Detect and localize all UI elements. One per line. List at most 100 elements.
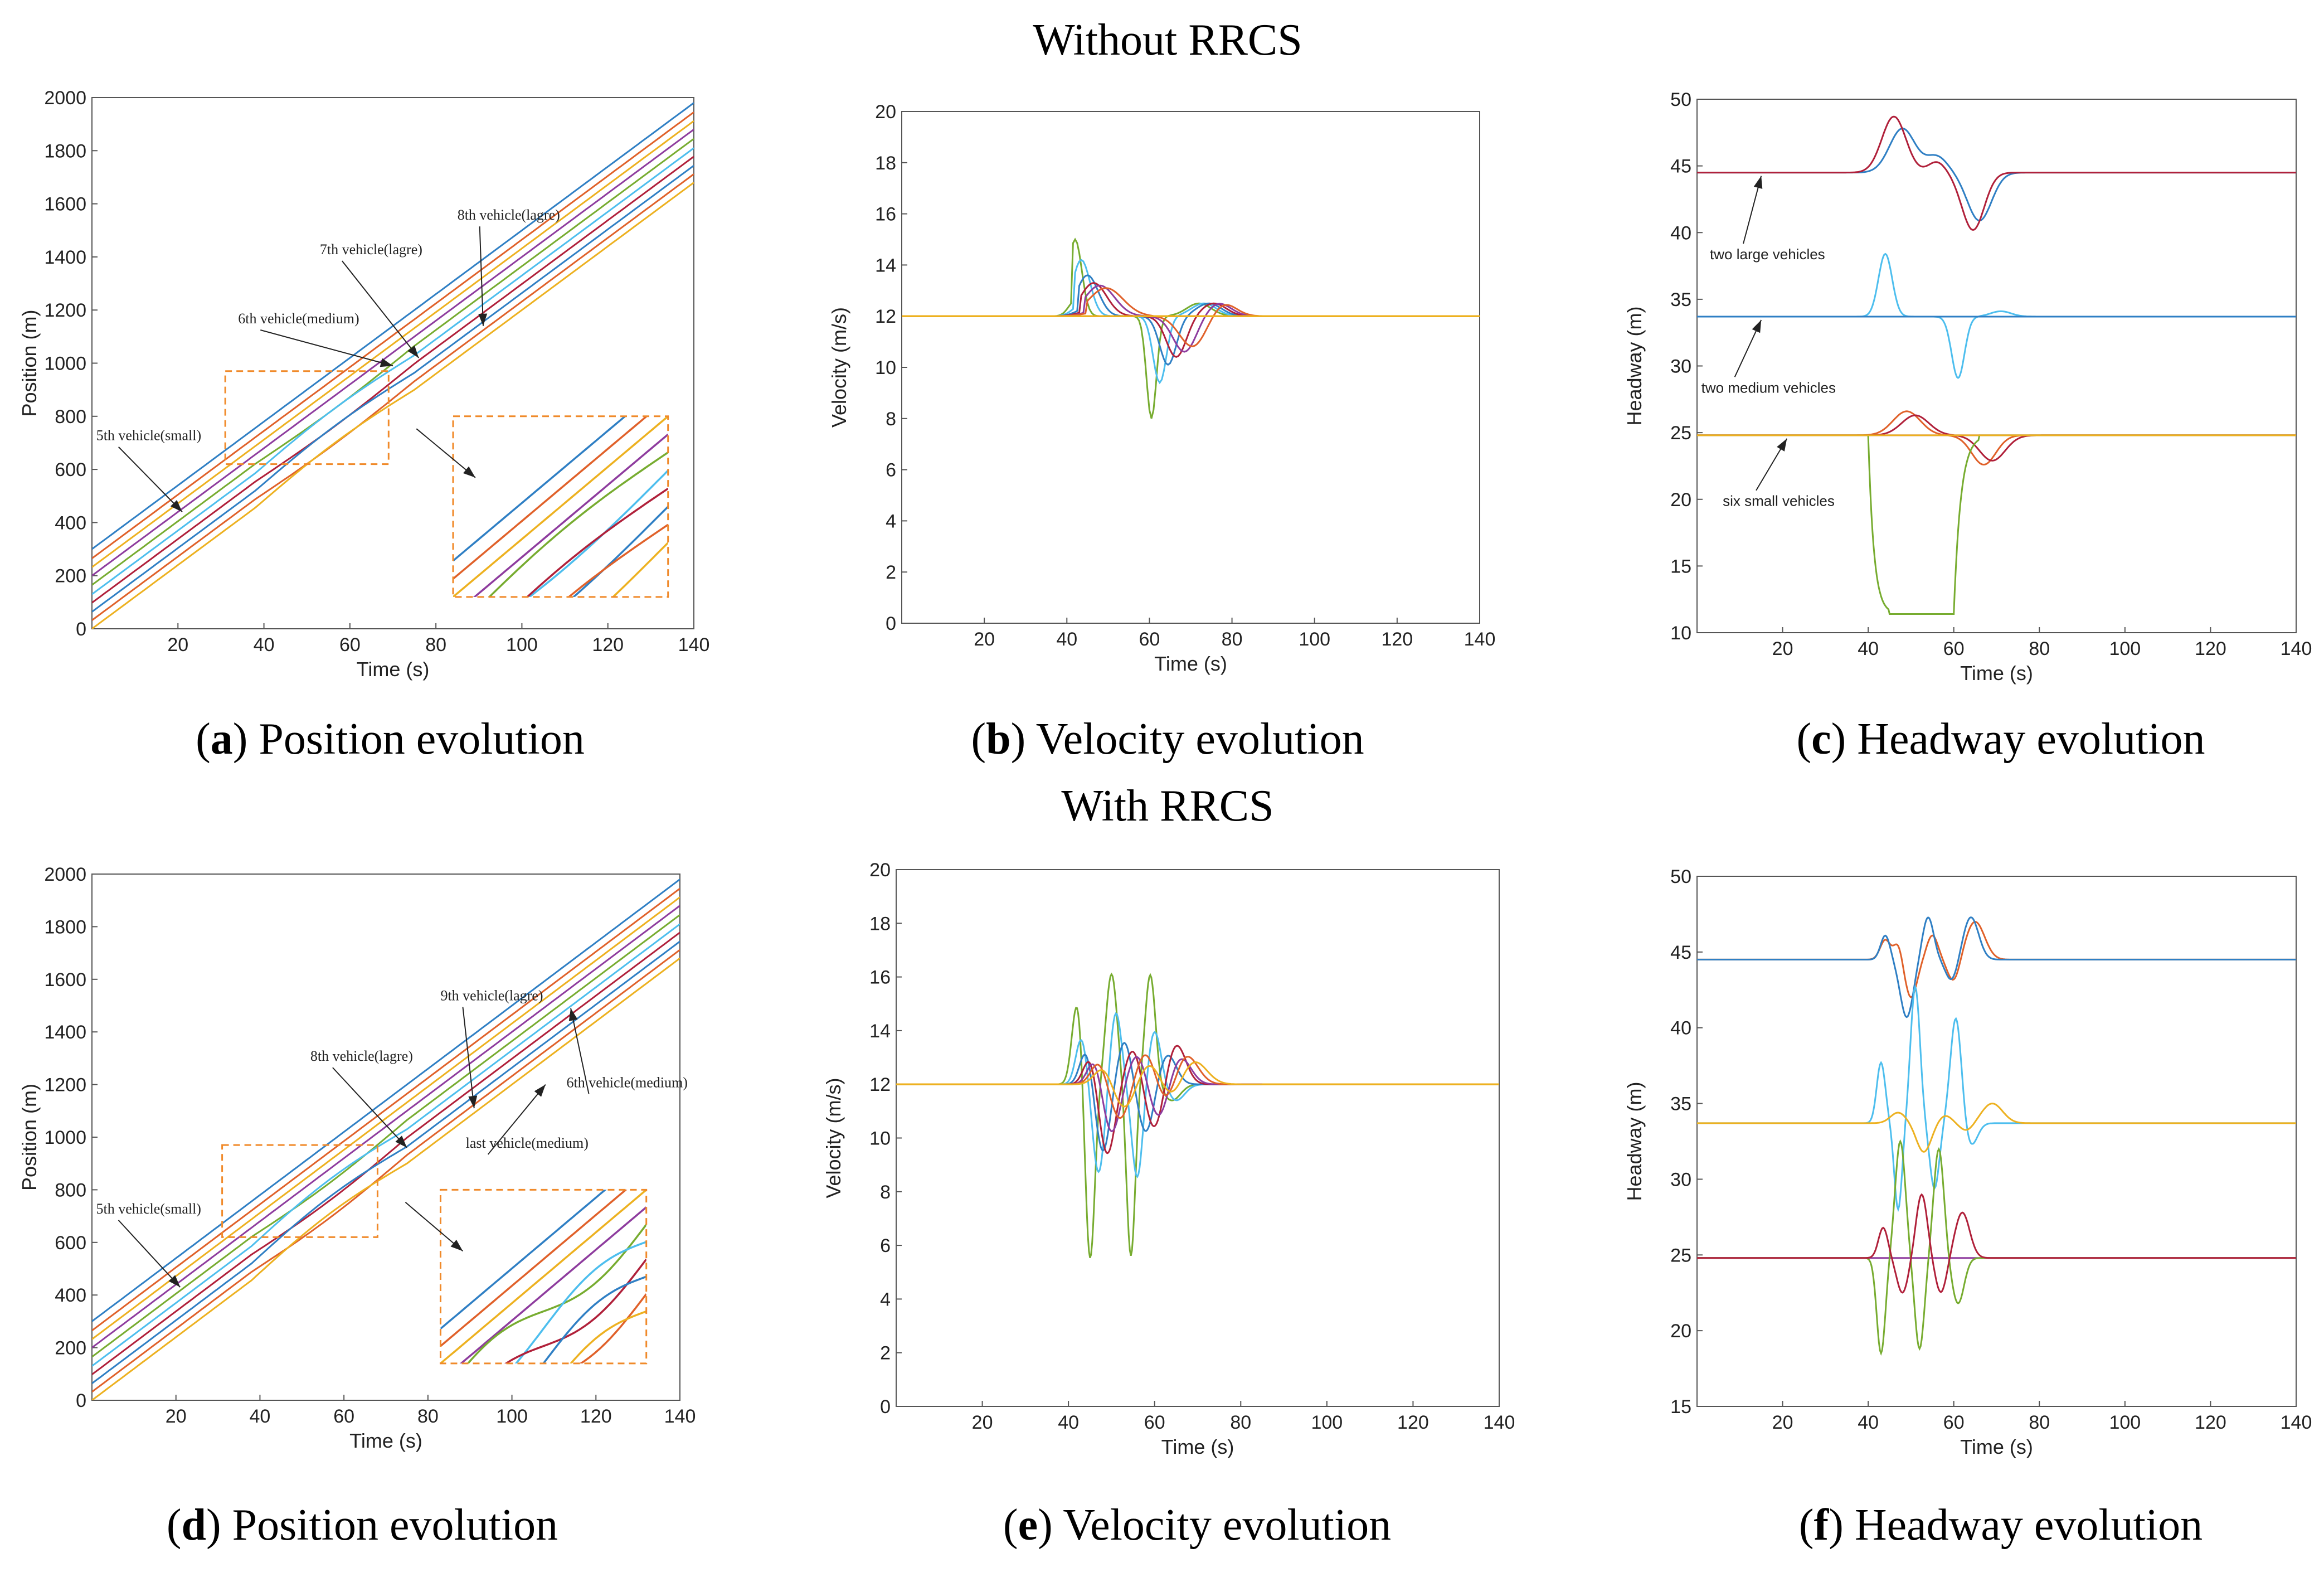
y-tick-label: 400 [55,1285,86,1306]
inset-series-line [440,1190,607,1329]
inset-series-line [572,506,668,597]
panel-caption: (c) Headway evolution [1796,715,2205,764]
x-tick-label: 20 [167,634,188,656]
y-tick-label: 45 [1670,156,1691,177]
headway-series-line [1697,1103,2296,1153]
x-tick-label: 40 [1056,629,1077,650]
panel-caption: (a) Position evolution [196,715,585,764]
annotation-arrow-line [405,1201,464,1252]
panel-c: 20 40 60 80 100 120 140 10 15 20 25 30 35 40 45 50 Time … [1623,89,2312,764]
x-tick-label: 20 [972,1412,993,1433]
caption-text: Headway evolution [1846,715,2205,764]
x-axis-label: Time (s) [349,1429,422,1452]
x-tick-label: 40 [1858,638,1879,659]
annotation-arrow-head [568,1008,578,1021]
x-tick-label: 140 [1484,1412,1515,1433]
y-tick-label: 50 [1670,866,1691,887]
inset-series-line [514,1241,646,1363]
y-tick-label: 10 [869,1128,891,1149]
inset-series-line [504,1258,646,1363]
annotation-arrow-line [462,1007,475,1109]
inset-series-line [569,1310,646,1363]
headway-series-group [1697,115,2296,615]
zoom-inset-lines [453,416,668,597]
inset-series-line [453,416,627,562]
y-tick-label: 1000 [44,353,86,375]
y-tick-label: 18 [869,913,891,934]
x-tick-label: 40 [250,1406,271,1427]
vehicle-group-annotation: two medium vehicles [1701,379,1836,396]
x-axis-label: Time (s) [1154,652,1227,675]
caption-paren-open: ( [971,715,986,764]
y-tick-label: 45 [1670,942,1691,963]
panels-group: 20 40 60 80 100 120 14002004006008001000120014… [18,88,2312,1550]
plot-area [92,879,680,1400]
y-tick-label: 15 [1670,1396,1691,1418]
position-series-line [92,940,680,1384]
vehicle-annotation-label: 7th vehicle(lagre) [320,241,422,258]
y-tick-label: 8 [880,1182,891,1203]
annotation-arrow-head [450,1240,463,1251]
zoom-inset-lines [440,1190,646,1363]
plot-area [896,972,1499,1258]
vehicle-annotation-label: 8th vehicle(lagre) [310,1048,413,1064]
section-title-bottom: With RRCS [1061,782,1273,831]
position-series-line [92,128,694,576]
y-axis-label: Velocity (m/s) [828,307,850,428]
y-tick-label: 30 [1670,356,1691,377]
y-tick-label: 4 [886,511,896,532]
position-series-line [92,120,694,568]
plot-frame [1696,876,2297,1407]
inset-series-line [453,416,668,597]
y-tick-label: 35 [1670,289,1691,310]
y-tick-label: 18 [875,153,896,174]
x-tick-label: 120 [580,1406,612,1427]
x-tick-label: 20 [166,1406,187,1427]
position-series-line [92,887,680,1332]
section-title-top: Without RRCS [1033,16,1302,65]
position-series-line [92,156,694,604]
position-series-line [92,896,680,1340]
annotation-arrow-head [534,1084,546,1097]
panel-caption: (b) Velocity evolution [971,715,1364,764]
y-tick-label: 10 [1670,623,1691,644]
caption-paren-open: ( [1796,715,1811,764]
caption-text: Velocity evolution [1053,1501,1391,1550]
annotation-arrow-head [463,466,475,478]
x-axis-label: Time (s) [1960,662,2033,685]
plot-area [1697,115,2296,615]
inset-series-line [528,469,668,597]
position-series-line [92,905,680,1348]
caption-letter: a [211,715,233,764]
inset-series-line [578,1293,646,1363]
inset-series-line [526,487,668,597]
x-tick-label: 40 [1858,1412,1879,1433]
y-tick-label: 600 [55,459,86,481]
caption-paren-close: ) [1011,715,1026,764]
velocity-series-group [896,972,1499,1258]
inset-series-line [611,542,668,597]
x-tick-label: 60 [1943,638,1965,659]
panel-d: 20 40 60 80 100 120 14002004006008001000120014… [18,864,696,1550]
x-tick-label: 20 [1772,1412,1793,1433]
position-series-line [92,138,694,586]
y-axis-label: Position (m) [18,309,41,416]
y-tick-label: 16 [875,204,896,225]
panel-caption: (e) Velocity evolution [1003,1501,1391,1550]
x-tick-label: 80 [425,634,446,656]
x-tick-label: 140 [664,1406,696,1427]
x-tick-label: 100 [2109,638,2141,659]
plot-area [902,237,1480,419]
x-tick-label: 60 [1943,1412,1965,1433]
y-tick-label: 14 [869,1021,891,1042]
x-tick-label: 100 [506,634,538,656]
y-tick-label: 30 [1670,1169,1691,1190]
y-tick-label: 1400 [44,247,86,268]
x-tick-label: 80 [2029,638,2050,659]
y-tick-label: 20 [1670,489,1691,511]
y-tick-label: 20 [1670,1321,1691,1342]
zoom-source-box [221,1144,378,1238]
y-tick-label: 600 [55,1232,86,1254]
x-tick-label: 140 [678,634,710,656]
